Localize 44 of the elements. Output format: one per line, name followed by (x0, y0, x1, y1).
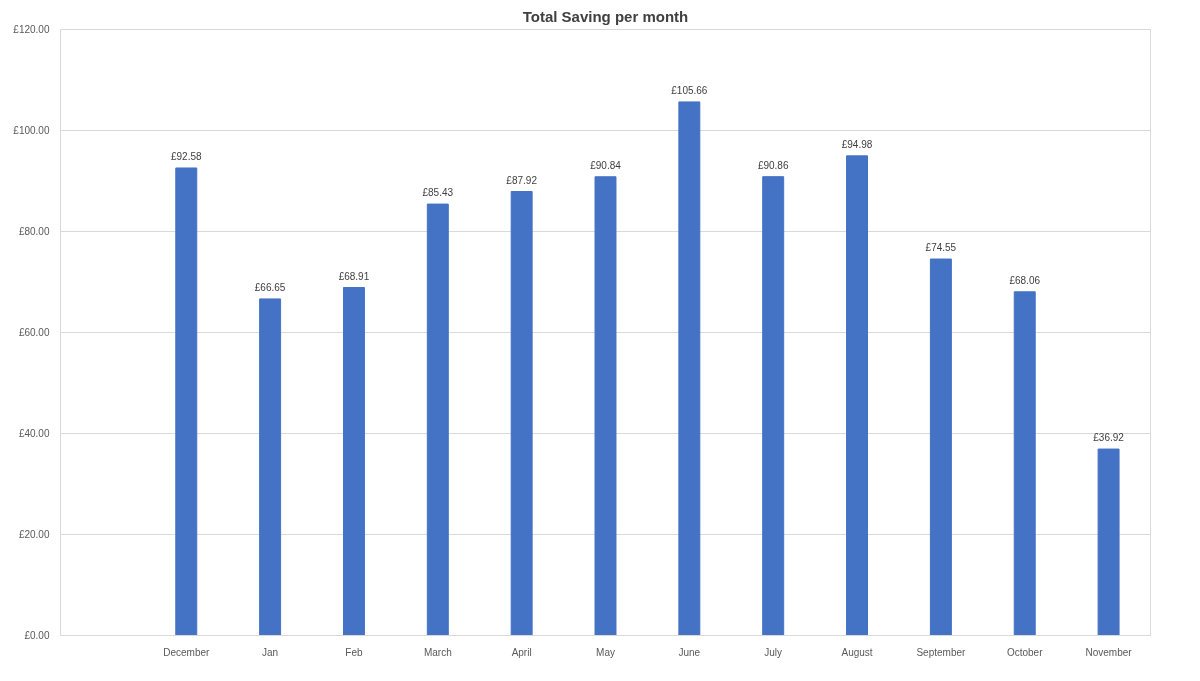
bar (175, 167, 198, 636)
bar (426, 203, 449, 636)
data-label: £90.86 (757, 159, 789, 171)
data-label: £74.55 (925, 242, 957, 254)
x-tick-label: March (423, 646, 452, 658)
x-tick-label: October (1006, 646, 1044, 658)
x-tick-label: November (1085, 646, 1133, 658)
bar (342, 287, 365, 636)
bar (1097, 448, 1120, 636)
bar (762, 176, 785, 636)
bar (259, 298, 282, 636)
data-label: £87.92 (506, 174, 538, 186)
x-tick-label: May (596, 646, 615, 658)
bar (594, 176, 617, 636)
data-label: £68.06 (1009, 274, 1041, 286)
x-tick-label: July (764, 646, 783, 658)
bar (1013, 291, 1036, 636)
bar (510, 191, 533, 636)
chart-title: Total Saving per month (522, 7, 689, 25)
bar (846, 155, 869, 636)
data-label: £68.91 (338, 270, 370, 282)
y-tick-label: £60.00 (18, 327, 50, 338)
x-tick-label: June (678, 646, 701, 658)
y-tick-label: £0.00 (24, 630, 50, 641)
x-tick-label: December (163, 646, 210, 658)
y-tick-label: £40.00 (18, 428, 50, 439)
y-tick-label: £80.00 (18, 226, 50, 237)
data-label: £36.92 (1093, 432, 1125, 444)
x-tick-label: Jan (262, 646, 279, 658)
y-tick-label: £120.00 (13, 24, 50, 35)
x-tick-label: April (511, 646, 532, 658)
y-tick-label: £20.00 (18, 529, 50, 540)
data-label: £105.66 (671, 84, 708, 96)
bar (929, 258, 952, 636)
x-tick-label: Feb (345, 646, 364, 658)
data-label: £90.84 (590, 159, 622, 171)
bar (678, 101, 701, 636)
data-label: £94.98 (841, 138, 873, 150)
data-label: £66.65 (254, 281, 286, 293)
y-tick-label: £100.00 (13, 125, 50, 136)
x-tick-label: August (841, 646, 873, 658)
data-label: £85.43 (422, 187, 454, 199)
data-label: £92.58 (170, 150, 202, 162)
x-tick-label: September (916, 646, 967, 658)
